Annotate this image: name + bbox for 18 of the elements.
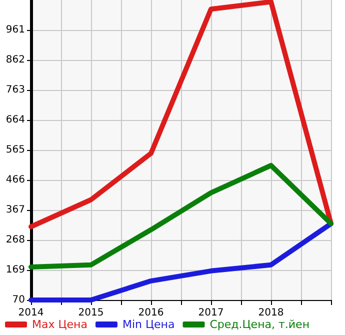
y-tick-label: 70 <box>12 294 25 306</box>
x-tick-label: 2018 <box>258 308 284 318</box>
y-tick-label: 466 <box>6 174 25 186</box>
y-tick-label: 961 <box>6 24 25 36</box>
y-tick-label: 169 <box>6 264 25 276</box>
legend-label: Сред.Цена, т.йен <box>210 318 310 331</box>
y-tick-label: 565 <box>6 144 25 156</box>
y-tick-label: 268 <box>6 234 25 246</box>
y-tick-label: 367 <box>6 204 25 216</box>
y-tick-label: 862 <box>6 54 25 66</box>
x-tick-label: 2014 <box>18 308 44 318</box>
x-tick-label: 2015 <box>78 308 104 318</box>
legend-label: Max Цена <box>32 318 88 331</box>
legend-label: Min Цена <box>122 318 175 331</box>
y-tick-label: 664 <box>6 114 25 126</box>
x-tick-label: 2017 <box>198 308 224 318</box>
x-tick-label: 2016 <box>138 308 164 318</box>
y-tick-label: 763 <box>6 84 25 96</box>
